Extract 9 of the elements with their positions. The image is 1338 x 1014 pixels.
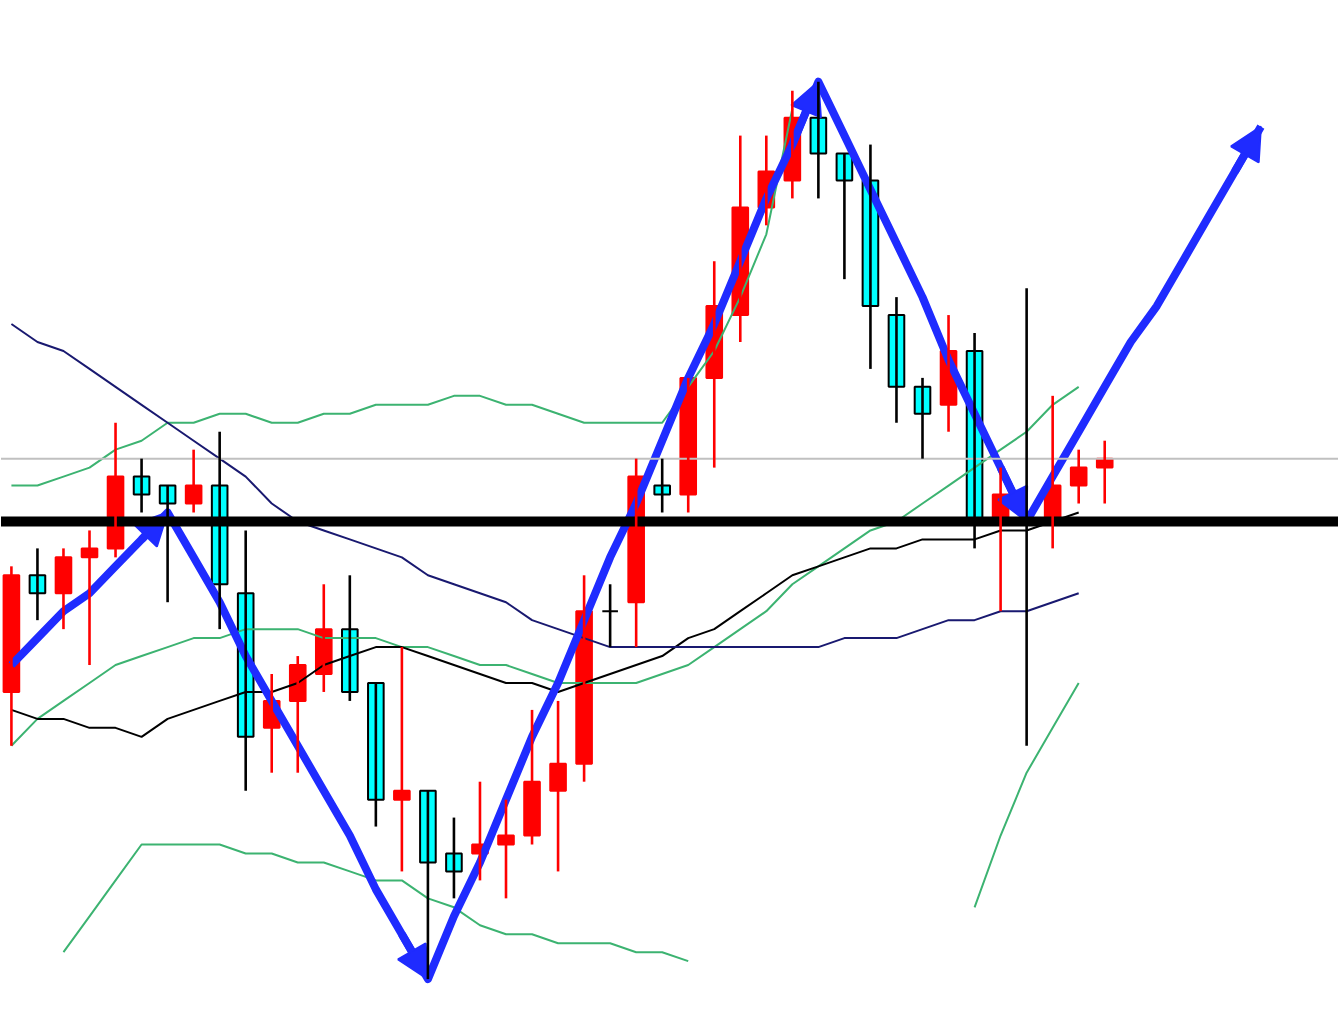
candlestick	[523, 708, 541, 846]
candlestick	[393, 645, 411, 873]
candlestick	[653, 457, 671, 514]
candlestick	[497, 798, 515, 900]
candlestick	[549, 699, 567, 873]
candlestick	[367, 681, 385, 828]
candlestick	[445, 816, 463, 900]
candlestick	[419, 789, 437, 981]
candlestick	[601, 582, 619, 649]
